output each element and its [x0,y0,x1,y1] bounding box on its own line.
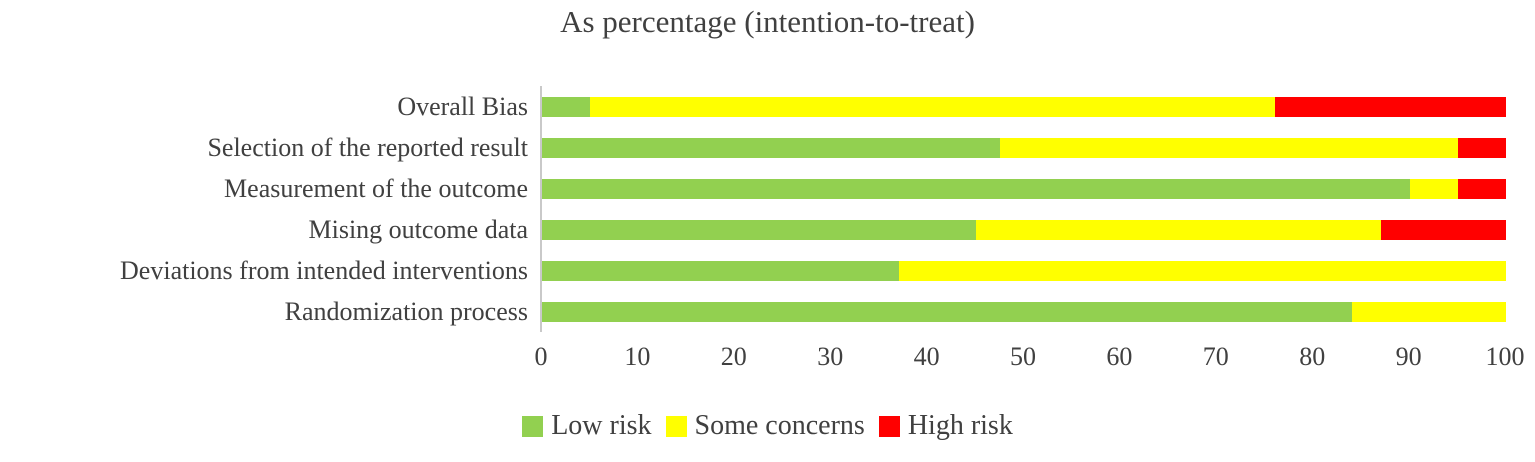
category-label: Selection of the reported result [207,132,528,162]
bar-segment-high-risk [1274,96,1506,117]
x-tick-label: 80 [1299,342,1326,371]
x-tick-label: 100 [1485,342,1525,371]
plot-area: Overall Bias Selection of the reported re… [0,86,1535,332]
bar-segment-some-concerns [1351,301,1506,322]
bar-row: Deviations from intended interventions [0,250,1535,291]
bar-row: Measurement of the outcome [0,168,1535,209]
legend-swatch-icon [665,415,687,437]
legend-swatch-icon [522,415,544,437]
bar-segment-some-concerns [999,137,1458,158]
bar-track [542,219,1506,240]
legend-item: Low risk [522,410,652,442]
bar-segment-low-risk [542,96,591,117]
category-label: Randomization process [284,296,528,326]
bar-track [542,260,1506,281]
legend-swatch-icon [878,415,900,437]
legend-label: Low risk [551,410,652,441]
bar-segment-low-risk [542,178,1410,199]
chart-title: As percentage (intention-to-treat) [560,4,975,39]
x-tick-label: 40 [913,342,940,371]
category-label: Mising outcome data [308,214,528,244]
category-label: Deviations from intended interventions [120,255,528,285]
bar-row: Mising outcome data [0,209,1535,250]
bar-segment-some-concerns [1409,178,1458,199]
bar-track [542,178,1506,199]
x-tick-label: 20 [720,342,747,371]
category-label: Overall Bias [397,91,528,121]
x-tick-label: 90 [1395,342,1422,371]
x-tick-label: 30 [817,342,844,371]
bar-segment-some-concerns [590,96,1275,117]
bar-segment-high-risk [1457,137,1506,158]
legend-label: Some concerns [694,410,865,441]
bar-segment-high-risk [1380,219,1506,240]
bar-segment-some-concerns [898,260,1506,281]
category-label: Measurement of the outcome [224,173,528,203]
bar-track [542,301,1506,322]
x-tick-label: 0 [534,342,548,371]
x-tick-label: 10 [624,342,651,371]
bar-segment-low-risk [542,301,1352,322]
legend: Low risk Some concerns High risk [0,410,1535,442]
bar-segment-low-risk [542,219,976,240]
bar-segment-low-risk [542,260,899,281]
bar-row: Overall Bias [0,86,1535,127]
x-tick-label: 70 [1202,342,1229,371]
x-tick-label: 60 [1106,342,1133,371]
x-tick-label: 50 [1010,342,1036,371]
bar-row: Randomization process [0,291,1535,332]
bar-segment-some-concerns [975,219,1381,240]
y-axis-line [540,86,542,332]
bar-row: Selection of the reported result [0,127,1535,168]
bar-segment-high-risk [1457,178,1506,199]
bar-track [542,96,1506,117]
x-axis: 0 10 20 30 40 50 60 70 80 90 100 [0,342,1535,376]
legend-item: High risk [878,410,1013,442]
bar-segment-low-risk [542,137,1000,158]
bar-track [542,137,1506,158]
legend-label: High risk [907,410,1013,441]
legend-item: Some concerns [665,410,865,442]
